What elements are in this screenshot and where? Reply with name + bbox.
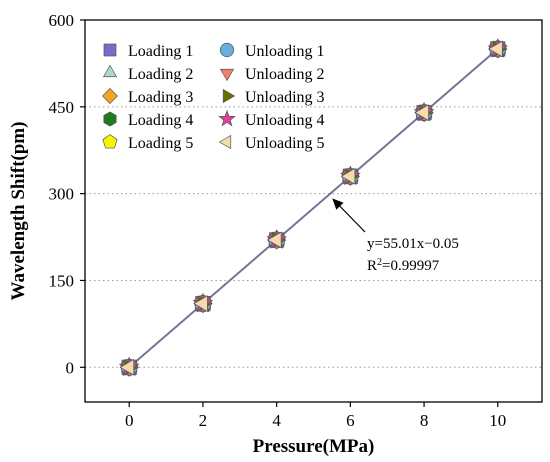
r2-value: =0.99997 xyxy=(382,258,440,274)
annotation-arrowhead xyxy=(332,198,344,210)
legend-label: Loading 2 xyxy=(128,66,193,83)
legend-marker xyxy=(102,134,118,149)
y-tick-label: 300 xyxy=(49,185,75,204)
legend-marker xyxy=(102,88,118,104)
legend: Loading 1 Loading 2 Loading 3 Loading 4 Load… xyxy=(102,42,325,152)
plot-frame xyxy=(84,19,543,403)
legend-marker xyxy=(103,43,117,57)
y-tick-label: 0 xyxy=(66,358,75,377)
fit-annotation: y=55.01x−0.05 R2=0.99997 xyxy=(332,198,459,274)
x-tick-label: 4 xyxy=(272,411,281,430)
y-axis-label: Wavelength Shift(pm) xyxy=(8,122,29,301)
data-point xyxy=(414,104,429,122)
x-tick-label: 10 xyxy=(489,411,506,430)
legend-label: Loading 3 xyxy=(128,89,193,106)
x-tick-label: 8 xyxy=(420,411,429,430)
data-point xyxy=(340,167,356,185)
fit-equation: y=55.01x−0.05 xyxy=(367,236,459,252)
legend-label: Loading 1 xyxy=(128,43,193,60)
legend-marker xyxy=(219,68,235,82)
legend-label: Loading 5 xyxy=(128,135,193,152)
r2-prefix: R xyxy=(367,258,377,274)
fit-line xyxy=(128,48,499,369)
legend-label: Loading 4 xyxy=(128,112,193,129)
annotation-arrow xyxy=(339,205,366,233)
data-point xyxy=(266,231,282,249)
y-tick-label: 600 xyxy=(49,11,75,30)
fit-line-group xyxy=(128,48,499,369)
legend-label: Unloading 4 xyxy=(245,112,325,129)
legend-marker xyxy=(218,109,236,127)
x-tick-label: 2 xyxy=(199,411,208,430)
legend-marker xyxy=(102,64,118,78)
x-tick-label: 6 xyxy=(346,411,355,430)
axis-ticks: 0 2 4 6 8 10 0 150 300 450 600 xyxy=(49,11,507,430)
y-tick-label: 450 xyxy=(49,98,75,117)
data-point xyxy=(119,358,135,376)
legend-marker xyxy=(103,111,117,127)
x-axis-label: Pressure(MPa) xyxy=(253,436,375,457)
fit-r-squared: R2=0.99997 xyxy=(367,257,440,275)
legend-marker xyxy=(219,42,235,58)
data-points xyxy=(118,38,509,377)
legend-label: Unloading 3 xyxy=(245,89,325,106)
legend-label: Unloading 5 xyxy=(245,135,325,152)
legend-marker xyxy=(222,88,236,104)
legend-marker xyxy=(218,134,232,150)
legend-label: Unloading 1 xyxy=(245,43,325,60)
y-tick-label: 150 xyxy=(49,271,75,290)
data-point xyxy=(193,295,208,313)
data-point xyxy=(488,40,503,58)
x-tick-label: 0 xyxy=(125,411,134,430)
legend-label: Unloading 2 xyxy=(245,66,325,83)
r2-superscript: 2 xyxy=(377,257,382,268)
